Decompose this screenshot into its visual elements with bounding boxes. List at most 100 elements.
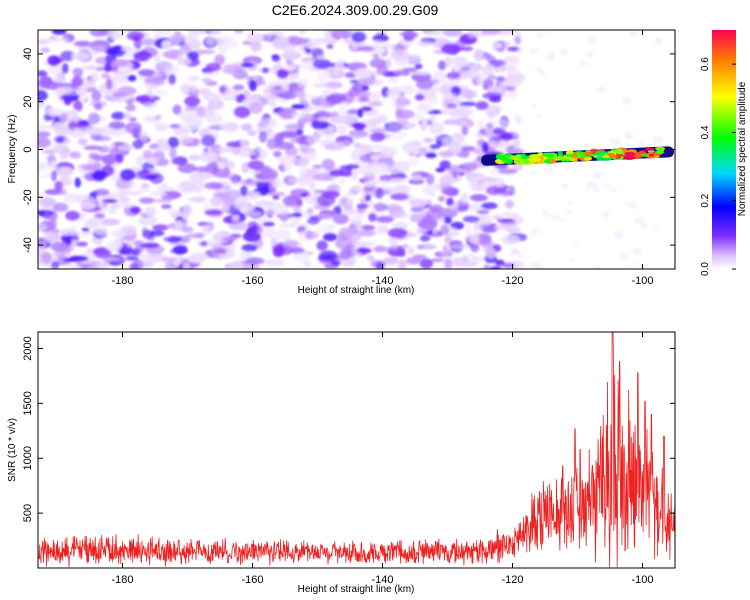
noise-blob xyxy=(270,237,278,246)
noise-blob xyxy=(103,46,120,55)
noise-blob xyxy=(412,254,427,260)
noise-blob xyxy=(317,70,331,82)
y-tick-label: -40 xyxy=(22,237,34,253)
noise-blob xyxy=(299,176,316,183)
noise-blob xyxy=(42,230,58,243)
noise-blob xyxy=(328,111,339,118)
noise-blob xyxy=(356,230,376,237)
noise-blob xyxy=(508,185,515,196)
noise-blob xyxy=(485,122,494,129)
noise-blob xyxy=(304,94,319,99)
noise-blob xyxy=(345,252,356,258)
noise-blob xyxy=(609,187,618,192)
noise-blob xyxy=(87,112,101,125)
noise-blob xyxy=(114,153,124,164)
noise-blob xyxy=(292,88,305,97)
noise-blob xyxy=(83,145,103,151)
noise-blob xyxy=(136,156,143,166)
noise-blob xyxy=(109,78,129,85)
noise-blob xyxy=(184,106,199,111)
noise-blob xyxy=(311,119,329,130)
spectrogram-panel: -180 -160 -140 -120 -100 -40 -20 0 20 40 Height o… xyxy=(7,29,676,296)
noise-blob xyxy=(328,223,335,229)
noise-blob xyxy=(502,79,522,87)
spectrogram-signal-trace xyxy=(481,146,674,166)
noise-blob xyxy=(292,212,303,218)
noise-blob xyxy=(585,181,597,190)
noise-blob xyxy=(438,60,446,71)
noise-blob xyxy=(247,130,257,137)
noise-blob xyxy=(446,197,454,207)
noise-blob xyxy=(460,162,478,172)
noise-blob xyxy=(38,76,53,88)
noise-blob xyxy=(485,108,496,113)
signal-blob xyxy=(624,151,636,156)
noise-blob xyxy=(249,102,263,114)
noise-blob xyxy=(38,239,47,249)
noise-blob xyxy=(169,147,177,159)
noise-blob xyxy=(425,173,435,185)
noise-blob xyxy=(241,178,259,186)
noise-blob xyxy=(390,193,409,201)
noise-blob xyxy=(186,51,199,61)
noise-blob xyxy=(94,102,103,111)
noise-blob xyxy=(246,32,263,44)
noise-blob xyxy=(443,119,462,125)
noise-blob xyxy=(370,155,380,161)
noise-blob xyxy=(211,182,224,190)
noise-blob xyxy=(139,253,148,260)
noise-blob xyxy=(178,136,194,144)
noise-blob xyxy=(492,127,506,135)
noise-blob xyxy=(94,226,109,235)
noise-blob xyxy=(485,247,496,259)
noise-blob xyxy=(330,260,341,266)
noise-blob xyxy=(282,65,297,71)
noise-blob xyxy=(154,90,168,96)
noise-blob xyxy=(486,85,504,93)
noise-blob xyxy=(112,92,127,98)
noise-blob xyxy=(77,137,88,146)
noise-blob xyxy=(307,207,314,215)
noise-blob xyxy=(391,211,410,218)
noise-blob xyxy=(353,213,366,219)
noise-blob xyxy=(432,228,439,235)
noise-blob xyxy=(267,191,286,197)
signal-blob xyxy=(584,151,592,157)
noise-blob xyxy=(93,188,110,196)
noise-blob xyxy=(475,101,489,110)
noise-blob xyxy=(182,204,193,216)
noise-blob xyxy=(85,127,105,135)
spectrogram-noise-layer xyxy=(38,30,664,269)
noise-blob xyxy=(174,220,184,232)
noise-blob xyxy=(325,37,338,45)
noise-blob xyxy=(417,40,433,47)
noise-blob xyxy=(441,187,452,195)
noise-blob xyxy=(254,200,274,207)
noise-blob xyxy=(414,63,423,70)
snr-x-axis-label: Height of straight line (km) xyxy=(298,584,415,595)
noise-blob xyxy=(51,30,67,35)
noise-blob xyxy=(461,146,476,152)
noise-blob xyxy=(202,224,213,235)
noise-blob xyxy=(323,30,333,40)
noise-blob xyxy=(429,185,437,194)
colorbar-ticks: 0.0 0.2 0.4 0.6 xyxy=(700,57,736,276)
noise-blob xyxy=(101,125,114,136)
noise-blob xyxy=(384,146,398,156)
noise-blob xyxy=(462,215,480,223)
noise-blob xyxy=(68,255,89,262)
noise-blob xyxy=(271,181,284,188)
noise-blob xyxy=(207,99,215,111)
noise-blob xyxy=(511,132,520,138)
snr-panel: -180 -160 -140 -120 -100 500 1000 1500 2000 Heig… xyxy=(7,331,676,595)
noise-blob xyxy=(297,77,309,90)
noise-blob xyxy=(423,137,434,143)
noise-blob xyxy=(355,221,363,232)
noise-blob xyxy=(358,77,375,86)
signal-blob xyxy=(522,159,530,165)
noise-blob xyxy=(359,143,372,155)
noise-blob xyxy=(169,124,181,129)
noise-blob xyxy=(494,43,503,48)
noise-blob xyxy=(51,170,57,182)
noise-blob xyxy=(279,130,299,139)
